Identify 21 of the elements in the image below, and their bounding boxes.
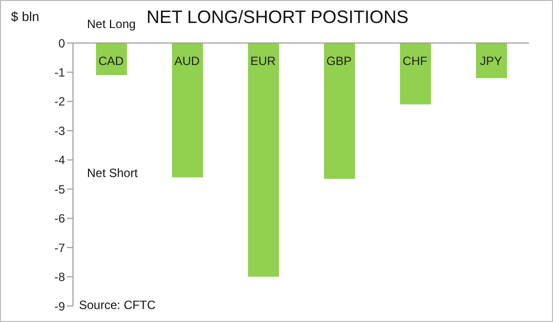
x-tick-label: EUR	[250, 54, 276, 68]
y-tick-label: -9	[54, 299, 66, 314]
y-axis-title: $ bln	[11, 9, 40, 24]
x-tick-label: AUD	[174, 54, 200, 68]
annotation: Source: CFTC	[79, 298, 156, 312]
x-tick-label: CHF	[402, 54, 428, 68]
y-tick-label: -3	[54, 124, 66, 138]
x-tick-label: GBP	[326, 54, 352, 68]
annotation: Net Short	[87, 166, 138, 180]
y-tick-label: -7	[54, 240, 66, 255]
y-tick-label: -5	[54, 182, 66, 196]
y-tick-label: -1	[54, 65, 66, 80]
y-tick-label: -8	[54, 270, 66, 284]
y-tick-label: -6	[54, 212, 66, 226]
y-tick-label: 0	[58, 36, 66, 50]
chart-title: NET LONG/SHORT POSITIONS	[146, 7, 409, 27]
text: Net Long	[87, 17, 136, 31]
x-tick-label: JPY	[480, 54, 502, 68]
x-tick-label: CAD	[98, 54, 124, 68]
y-tick-label: -4	[54, 153, 66, 168]
y-tick-label: -2	[54, 94, 66, 109]
